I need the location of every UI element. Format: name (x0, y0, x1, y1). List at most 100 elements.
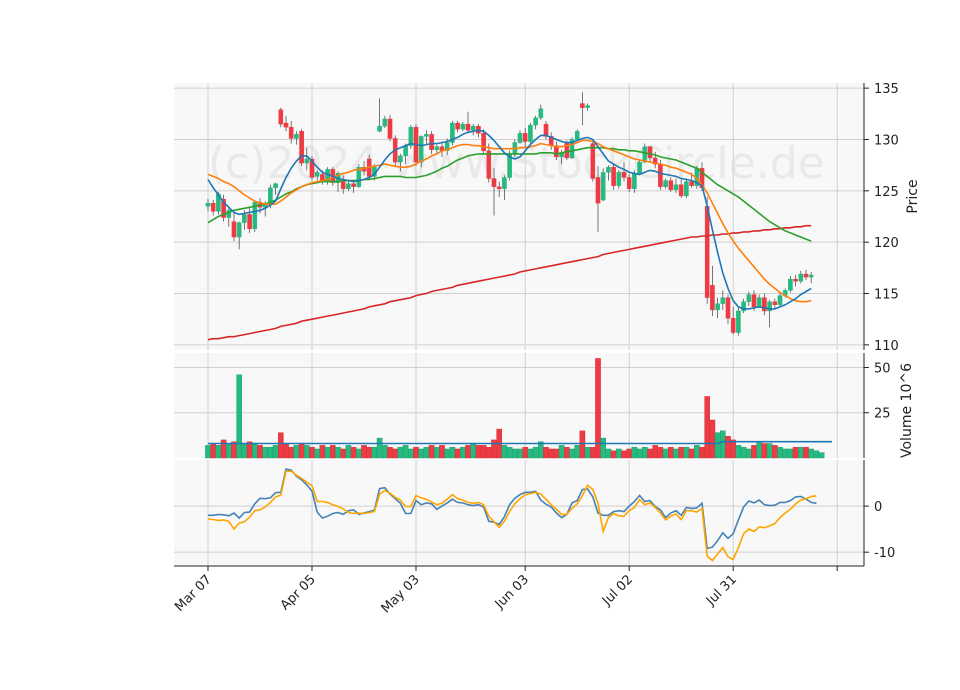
candle-up (450, 122, 455, 143)
candle-up (377, 125, 382, 132)
candle-down (595, 177, 601, 204)
volume-bar (444, 448, 451, 459)
volume-bar (376, 437, 383, 459)
candle-down (554, 145, 559, 158)
volume-bar (532, 446, 539, 459)
candle-up (746, 294, 752, 302)
volume-unit-label: 10^6 (899, 363, 915, 402)
candle-up (294, 134, 299, 139)
volume-bar (673, 448, 679, 459)
x-tick-label: Jul 02 (599, 572, 636, 609)
volume-bar (345, 445, 352, 459)
volume-bar (257, 445, 263, 459)
volume-bar (569, 448, 575, 459)
candle-down (522, 133, 528, 142)
candle-up (720, 297, 726, 304)
candle-down (247, 214, 252, 230)
candle-up (242, 214, 247, 223)
candle-down (210, 202, 216, 212)
candle-up (418, 136, 424, 163)
volume-bar (720, 430, 726, 459)
volume-bar (782, 448, 788, 459)
x-tick-label: Jun 03 (492, 572, 532, 612)
volume-bar (418, 448, 425, 459)
volume-bar (330, 445, 336, 459)
volume-bar (251, 443, 258, 459)
volume-bar (350, 446, 357, 459)
candle-down (481, 133, 486, 151)
candle-down (621, 172, 627, 178)
volume-bar (662, 448, 669, 459)
volume-bar (787, 448, 794, 459)
volume-bar (304, 445, 310, 459)
candle-up (606, 167, 611, 173)
volume-bar (272, 445, 279, 459)
candle-down (668, 180, 674, 191)
candle-down (299, 131, 304, 164)
volume-bar (803, 446, 809, 459)
y-tick-label: 130 (874, 133, 899, 148)
candle-up (600, 172, 606, 201)
candle-up (460, 123, 466, 130)
volume-bar (501, 445, 508, 459)
x-tick-label: Jul 31 (703, 572, 740, 609)
volume-bar (210, 443, 217, 459)
volume-bar (605, 448, 612, 459)
candle-down (626, 177, 632, 189)
volume-bar (522, 446, 528, 459)
candle-down (751, 294, 757, 308)
volume-bar (798, 446, 804, 459)
volume-bar (225, 443, 232, 459)
volume-bar (527, 448, 534, 459)
candle-down (491, 178, 497, 187)
volume-bar (262, 446, 269, 459)
candle-up (268, 187, 273, 204)
volume-bar (610, 450, 617, 459)
candle-down (580, 103, 585, 108)
candle-down (283, 122, 289, 128)
volume-bar (267, 446, 274, 459)
volume-bar (408, 448, 414, 459)
volume-bar (766, 443, 773, 459)
volume-bar (543, 446, 549, 459)
volume-bar (215, 445, 222, 459)
candle-up (382, 118, 388, 127)
candle-up (585, 105, 590, 108)
candle-down (278, 109, 284, 125)
candle-up (736, 310, 741, 333)
candle-up (304, 158, 310, 164)
candle-up (767, 301, 772, 312)
candle-up (517, 133, 523, 143)
candle-up (684, 181, 689, 197)
volume-bar (423, 446, 430, 459)
candle-down (340, 180, 346, 189)
volume-bar (636, 448, 643, 459)
candle-up (756, 297, 762, 308)
volume-bar (548, 448, 554, 459)
volume-bar (293, 445, 300, 459)
volume-bar (324, 446, 331, 459)
candle-up (252, 201, 258, 230)
y-tick-label: 25 (874, 407, 891, 422)
panel-background (174, 353, 864, 458)
volume-bar (434, 446, 440, 459)
volume-panel: 25 50 Volume 10^6 (174, 353, 915, 459)
volume-bar (616, 448, 622, 459)
y-tick-label: 110 (874, 339, 899, 354)
volume-bar (361, 445, 367, 459)
candle-up (632, 173, 637, 189)
volume-bar (678, 446, 684, 459)
volume-bar (449, 446, 456, 459)
candle-down (387, 118, 393, 139)
x-tick-label: Apr 05 (278, 572, 319, 613)
y-tick-label: 135 (874, 82, 899, 97)
moving-average-200-line (207, 224, 812, 341)
volume-bar (298, 443, 305, 459)
candle-down (496, 186, 502, 189)
candle-down (652, 157, 658, 165)
volume-bar (777, 446, 783, 459)
volume-bar (491, 439, 497, 459)
volume-bar (668, 446, 674, 459)
volume-bar (553, 448, 560, 459)
